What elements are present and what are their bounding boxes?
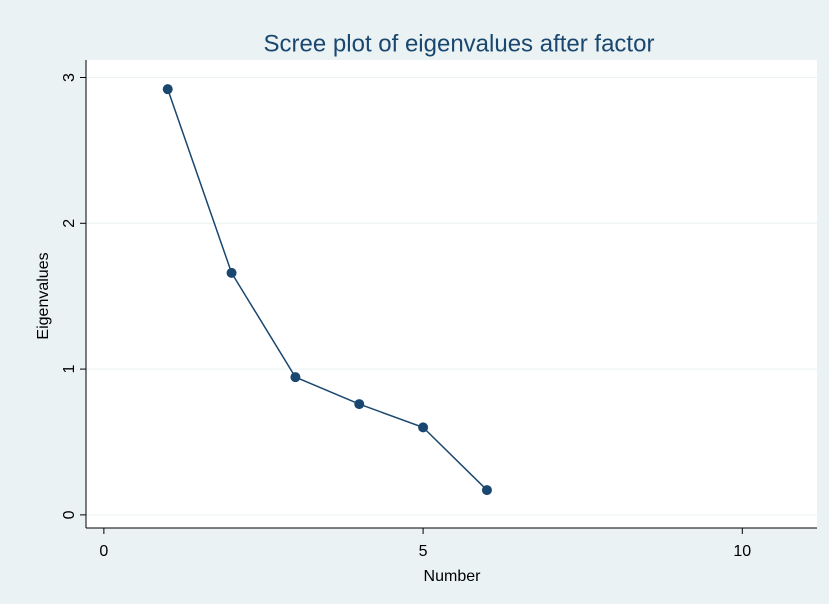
chart-title: Scree plot of eigenvalues after factor <box>264 30 655 57</box>
y-tick-label: 1 <box>61 365 78 374</box>
marker <box>162 84 173 95</box>
marker <box>418 422 429 433</box>
marker <box>481 485 492 496</box>
y-tick-label: 0 <box>61 510 78 519</box>
marker <box>290 372 301 383</box>
y-tick-label: 2 <box>61 219 78 228</box>
x-tick-label: 5 <box>419 543 428 560</box>
x-tick-label: 10 <box>733 543 751 560</box>
y-tick-label: 3 <box>61 73 78 82</box>
plot-area <box>86 60 817 528</box>
x-tick-label: 0 <box>99 543 108 560</box>
y-axis-label: Eigenvalues <box>35 252 52 339</box>
marker <box>354 399 365 410</box>
marker <box>226 267 237 278</box>
line <box>167 88 488 491</box>
x-axis-label: Number <box>424 568 482 585</box>
